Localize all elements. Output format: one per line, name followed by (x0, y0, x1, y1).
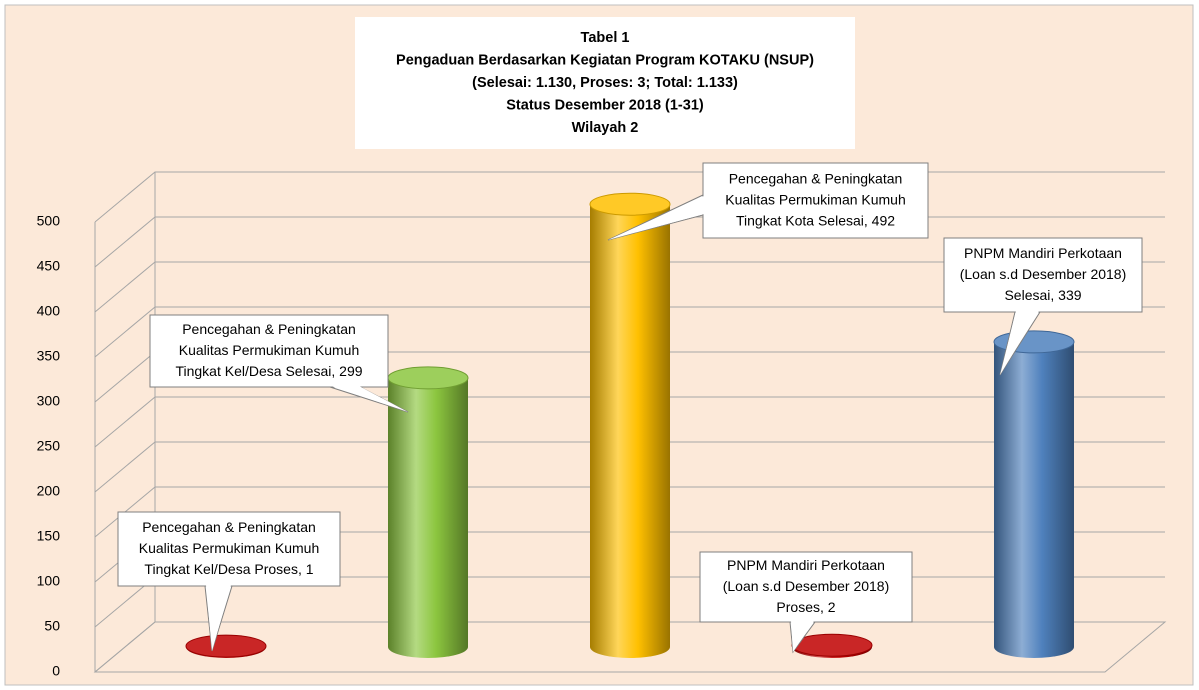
category-label: Tingkat Kel/Desa Proses (144, 561, 298, 577)
callout-box (702, 162, 929, 239)
callout-box (943, 237, 1143, 313)
data-label: Pencegahan & Peningkatan (182, 321, 356, 337)
data-label: Pencegahan & Peningkatan (142, 519, 316, 535)
cylinder-bar (994, 341, 1074, 658)
category-label: Kualitas Permukiman Kumuh (139, 540, 320, 556)
category-label: Pencegahan & Peningkatan (142, 519, 316, 535)
callout-box (699, 551, 913, 623)
label-separator: , (1050, 287, 1058, 303)
y-tick-label: 400 (37, 303, 61, 319)
category-label: Pencegahan & Peningkatan (182, 321, 356, 337)
value-label: 1 (306, 561, 314, 577)
data-label: PNPM Mandiri Perkotaan (964, 245, 1122, 261)
category-label: Pencegahan & Peningkatan (729, 170, 903, 186)
category-label: Tingkat Kel/Desa Selesai (175, 363, 331, 379)
data-label: Kualitas Permukiman Kumuh (179, 342, 360, 358)
y-tick-label: 250 (37, 438, 61, 454)
y-tick-label: 150 (37, 528, 61, 544)
callout-pointer-fill (608, 196, 704, 240)
label-separator: , (820, 599, 828, 615)
value-label: 492 (872, 212, 896, 228)
chart-title: Wilayah 2 (572, 120, 639, 136)
data-label: Tingkat Kel/Desa Selesai, 299 (175, 363, 362, 379)
category-label: (Loan s.d Desember 2018) (960, 266, 1127, 282)
category-label: Proses (776, 599, 820, 615)
y-tick-label: 300 (37, 393, 61, 409)
category-label: Kualitas Permukiman Kumuh (725, 191, 906, 207)
data-label: PNPM Mandiri Perkotaan (727, 557, 885, 573)
callout-pointer-fill (791, 621, 814, 652)
callout-box (149, 314, 389, 388)
data-label: (Loan s.d Desember 2018) (723, 578, 890, 594)
callout-pointer-fill (1000, 311, 1039, 375)
value-label: 2 (828, 599, 836, 615)
y-tick-label: 450 (37, 258, 61, 274)
title-box (355, 17, 855, 149)
value-label: 299 (339, 363, 363, 379)
chart-title: Status Desember 2018 (1-31) (506, 97, 704, 113)
label-separator: , (298, 561, 306, 577)
y-tick-label: 200 (37, 483, 61, 499)
cylinder-bar (388, 377, 468, 658)
label-separator: , (331, 363, 339, 379)
data-label: Pencegahan & Peningkatan (729, 170, 903, 186)
data-label: (Loan s.d Desember 2018) (960, 266, 1127, 282)
data-label: Proses, 2 (776, 599, 835, 615)
chart-title: (Selesai: 1.130, Proses: 3; Total: 1.133… (472, 75, 738, 91)
category-label: Tingkat Kota Selesai (736, 212, 864, 228)
data-label: Tingkat Kota Selesai, 492 (736, 212, 895, 228)
y-tick-label: 50 (44, 618, 60, 634)
y-tick-label: 100 (37, 573, 61, 589)
cylinder-bar (590, 204, 670, 658)
callout-pointer-fill (331, 386, 408, 412)
callout-pointer-fill (206, 585, 231, 651)
value-label: 339 (1058, 287, 1082, 303)
cylinder-top (387, 366, 469, 390)
data-label: Kualitas Permukiman Kumuh (139, 540, 320, 556)
y-tick-label: 500 (37, 213, 61, 229)
category-label: PNPM Mandiri Perkotaan (964, 245, 1122, 261)
data-label: Selesai, 339 (1004, 287, 1081, 303)
chart-title: Pengaduan Berdasarkan Kegiatan Program K… (396, 52, 814, 68)
cylinder-top (589, 192, 671, 216)
category-label: Selesai (1004, 287, 1050, 303)
y-tick-label: 350 (37, 348, 61, 364)
cylinder-top (185, 634, 267, 658)
category-label: PNPM Mandiri Perkotaan (727, 557, 885, 573)
data-label: Kualitas Permukiman Kumuh (725, 191, 906, 207)
category-label: (Loan s.d Desember 2018) (723, 578, 890, 594)
chart-title: Tabel 1 (581, 30, 630, 46)
data-label: Tingkat Kel/Desa Proses, 1 (144, 561, 313, 577)
y-tick-label: 0 (52, 663, 60, 679)
label-separator: , (864, 212, 872, 228)
category-label: Kualitas Permukiman Kumuh (179, 342, 360, 358)
